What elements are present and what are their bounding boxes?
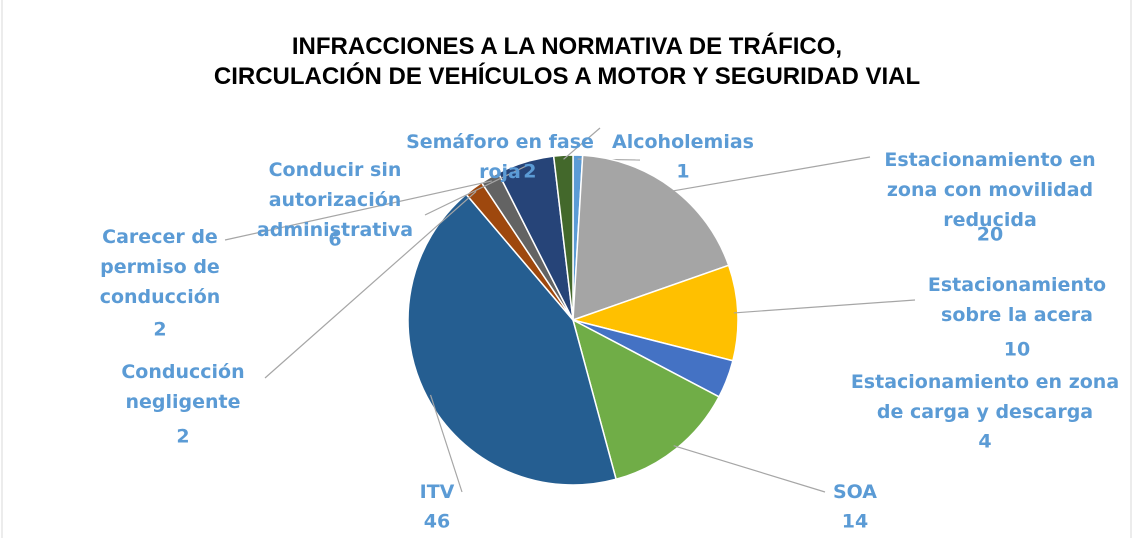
value-label: 2 bbox=[153, 319, 166, 341]
leader-line bbox=[429, 394, 463, 493]
value-label: 46 bbox=[424, 511, 450, 533]
category-label: Conducción negligente bbox=[121, 361, 244, 413]
category-label: Estacionamiento sobre la acera bbox=[928, 274, 1106, 326]
category-label: ITV bbox=[420, 481, 455, 503]
value-label: 1 bbox=[676, 161, 689, 183]
chart-title: INFRACCIONES A LA NORMATIVA DE TRÁFICO, C… bbox=[214, 32, 920, 90]
leader-line bbox=[424, 165, 527, 216]
pie-slice bbox=[552, 154, 574, 321]
value-label: 6 bbox=[328, 229, 341, 251]
category-label: Estacionamiento en zona con movilidad redu… bbox=[884, 149, 1095, 231]
value-label: 2 bbox=[176, 426, 189, 448]
category-label: Conducir sin autorización administrativa bbox=[257, 159, 413, 241]
category-label: Alcoholemias bbox=[612, 131, 754, 153]
pie-slice bbox=[407, 193, 618, 486]
value-label: 10 bbox=[1004, 339, 1030, 361]
category-label: Estacionamiento en zona de carga y descar… bbox=[851, 371, 1119, 423]
category-label: Semáforo en fase roja bbox=[406, 131, 594, 183]
pie-slice bbox=[571, 318, 721, 481]
leader-line bbox=[673, 445, 826, 493]
leader-line bbox=[669, 156, 871, 193]
category-label: SOA bbox=[833, 481, 877, 503]
leader-line bbox=[264, 190, 477, 379]
category-label: Carecer de permiso de conducción bbox=[100, 226, 221, 308]
value-label: 14 bbox=[842, 511, 868, 533]
leader-line bbox=[563, 127, 601, 160]
value-label: 4 bbox=[978, 431, 991, 453]
value-label: 2 bbox=[523, 161, 536, 183]
leader-line bbox=[733, 299, 916, 314]
leader-line bbox=[224, 180, 492, 241]
value-label: 20 bbox=[977, 224, 1003, 246]
